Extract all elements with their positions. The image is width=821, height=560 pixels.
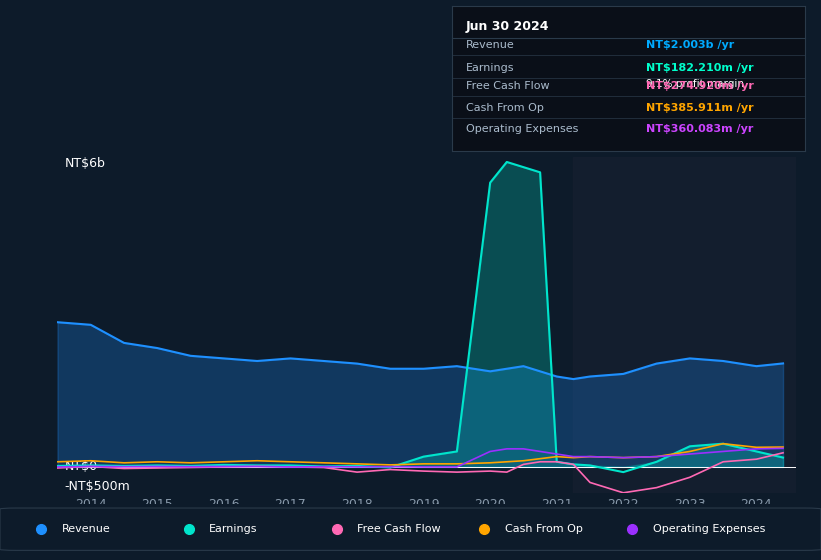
- Text: NT$6b: NT$6b: [65, 157, 106, 170]
- FancyBboxPatch shape: [0, 508, 821, 550]
- Text: NT$274.920m /yr: NT$274.920m /yr: [646, 81, 754, 91]
- Text: Cash From Op: Cash From Op: [466, 102, 544, 113]
- Bar: [573, 157, 796, 493]
- Text: Operating Expenses: Operating Expenses: [653, 524, 765, 534]
- Text: NT$0: NT$0: [65, 460, 98, 473]
- Text: Cash From Op: Cash From Op: [505, 524, 583, 534]
- Text: Revenue: Revenue: [466, 40, 515, 50]
- Text: NT$182.210m /yr: NT$182.210m /yr: [646, 63, 754, 73]
- Text: Free Cash Flow: Free Cash Flow: [357, 524, 441, 534]
- Text: Operating Expenses: Operating Expenses: [466, 124, 578, 134]
- Text: -NT$500m: -NT$500m: [65, 480, 131, 493]
- Text: Jun 30 2024: Jun 30 2024: [466, 20, 549, 33]
- Text: Revenue: Revenue: [62, 524, 110, 534]
- Text: Earnings: Earnings: [466, 63, 514, 73]
- Text: Free Cash Flow: Free Cash Flow: [466, 81, 549, 91]
- Text: Earnings: Earnings: [209, 524, 258, 534]
- Text: NT$385.911m /yr: NT$385.911m /yr: [646, 102, 754, 113]
- Text: NT$360.083m /yr: NT$360.083m /yr: [646, 124, 753, 134]
- Text: NT$2.003b /yr: NT$2.003b /yr: [646, 40, 734, 50]
- Text: 9.1% profit margin: 9.1% profit margin: [646, 79, 744, 89]
